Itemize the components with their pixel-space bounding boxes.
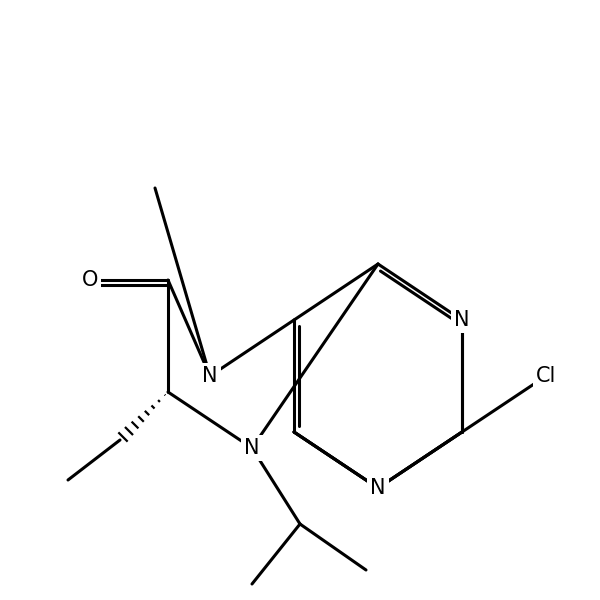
Text: N: N [202, 366, 218, 386]
Text: N: N [244, 438, 260, 458]
Text: N: N [370, 478, 386, 498]
Text: N: N [454, 310, 470, 330]
Text: Cl: Cl [536, 366, 556, 386]
Text: O: O [82, 270, 98, 290]
